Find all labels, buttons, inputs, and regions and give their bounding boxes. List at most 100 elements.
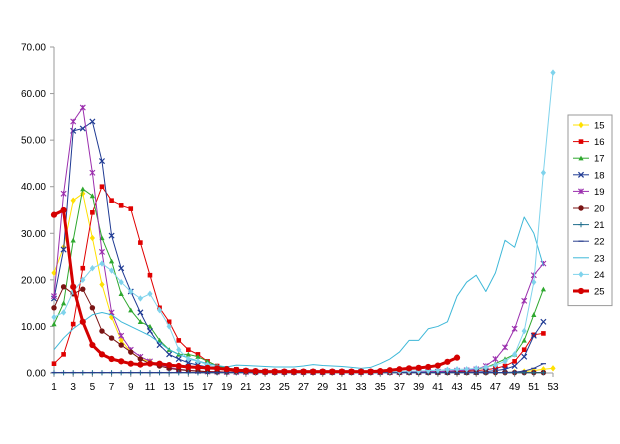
- data-point: [578, 205, 584, 211]
- data-point: [204, 358, 211, 364]
- legend-box: [567, 114, 613, 307]
- data-point: [338, 368, 345, 375]
- data-point: [137, 309, 144, 316]
- data-point: [166, 351, 173, 358]
- x-tick-label: 39: [413, 382, 425, 393]
- data-point: [156, 342, 163, 349]
- legend-item-21: 21: [573, 220, 605, 231]
- data-point: [108, 267, 115, 274]
- legend-item-23: 23: [573, 253, 605, 264]
- x-tick-label: 25: [279, 382, 291, 393]
- data-point: [329, 368, 336, 375]
- data-point: [98, 158, 106, 165]
- data-point: [577, 287, 585, 295]
- x-tick-label: 31: [336, 382, 348, 393]
- data-point: [60, 190, 67, 197]
- x-tick-label: 45: [471, 382, 483, 393]
- data-point: [60, 246, 67, 253]
- y-tick-label: 40.00: [21, 182, 46, 193]
- data-point: [195, 358, 201, 365]
- legend-item-24: 24: [573, 270, 605, 281]
- series-line-23: [53, 216, 544, 369]
- data-point: [79, 125, 86, 132]
- series-layer: [50, 69, 556, 376]
- data-point: [118, 337, 124, 344]
- data-point: [108, 355, 115, 363]
- data-point: [511, 325, 518, 332]
- data-point: [89, 305, 96, 311]
- data-point: [156, 306, 163, 314]
- data-point: [492, 356, 499, 363]
- data-point: [176, 338, 182, 343]
- data-point: [454, 366, 460, 373]
- legend-label: 20: [594, 204, 605, 215]
- data-point: [146, 360, 154, 367]
- series-line-20: [53, 286, 544, 374]
- data-point: [60, 284, 67, 290]
- x-tick-label: 15: [183, 382, 195, 393]
- legend-item-19: 19: [573, 187, 605, 198]
- data-point: [137, 295, 143, 302]
- x-tick-label: 21: [240, 382, 252, 393]
- data-point: [70, 321, 76, 327]
- series-25: [50, 206, 461, 375]
- data-point: [405, 365, 413, 372]
- y-axis-tick-labels: 0.00 10.00 20.00 30.00 40.00 50.00 60.00 70.00: [21, 43, 46, 380]
- data-point: [98, 248, 105, 255]
- data-point: [502, 363, 508, 369]
- data-point: [89, 234, 95, 242]
- legend-item-25: 25: [573, 287, 605, 298]
- data-point: [415, 364, 422, 371]
- data-point: [348, 368, 355, 375]
- legend-label: 17: [594, 154, 605, 165]
- data-point: [99, 281, 105, 288]
- data-point: [214, 365, 221, 372]
- data-point: [118, 203, 124, 208]
- legend-label: 16: [594, 137, 605, 148]
- series-18: [50, 118, 547, 376]
- data-point: [137, 356, 144, 362]
- data-point: [108, 232, 115, 239]
- data-point: [60, 300, 67, 306]
- data-point: [357, 368, 365, 375]
- x-tick-label: 47: [490, 382, 502, 393]
- series-line-24: [53, 72, 554, 373]
- data-point: [233, 367, 240, 374]
- data-point: [540, 318, 547, 325]
- data-point: [425, 363, 432, 371]
- x-tick-label: 51: [528, 382, 540, 393]
- data-point: [252, 368, 259, 375]
- data-point: [396, 366, 403, 373]
- data-point: [60, 309, 67, 316]
- axes: [50, 46, 554, 377]
- data-point: [80, 186, 86, 192]
- data-point: [176, 346, 182, 353]
- data-point: [578, 155, 584, 161]
- data-point: [128, 307, 134, 313]
- legend-item-20: 20: [573, 204, 605, 215]
- data-point: [194, 364, 202, 371]
- x-tick-label: 33: [356, 382, 368, 393]
- series-line-15: [53, 193, 554, 374]
- legend-item-17: 17: [573, 154, 605, 165]
- data-point: [89, 169, 96, 176]
- x-tick-label: 35: [375, 382, 387, 393]
- data-point: [70, 237, 76, 243]
- data-point: [186, 347, 191, 353]
- data-point: [290, 368, 298, 375]
- data-point: [175, 362, 182, 370]
- x-tick-label: 53: [547, 382, 559, 393]
- y-tick-label: 30.00: [21, 229, 46, 240]
- data-point: [377, 368, 384, 375]
- y-tick-label: 20.00: [21, 275, 46, 286]
- series-24: [51, 69, 556, 375]
- data-point: [530, 332, 537, 339]
- data-point: [271, 368, 278, 375]
- y-tick-label: 70.00: [21, 43, 46, 54]
- x-tick-label: 1: [51, 382, 57, 393]
- data-point: [137, 361, 144, 368]
- x-tick-label: 5: [90, 382, 96, 393]
- x-tick-label: 41: [432, 382, 444, 393]
- series-line-19: [53, 107, 544, 373]
